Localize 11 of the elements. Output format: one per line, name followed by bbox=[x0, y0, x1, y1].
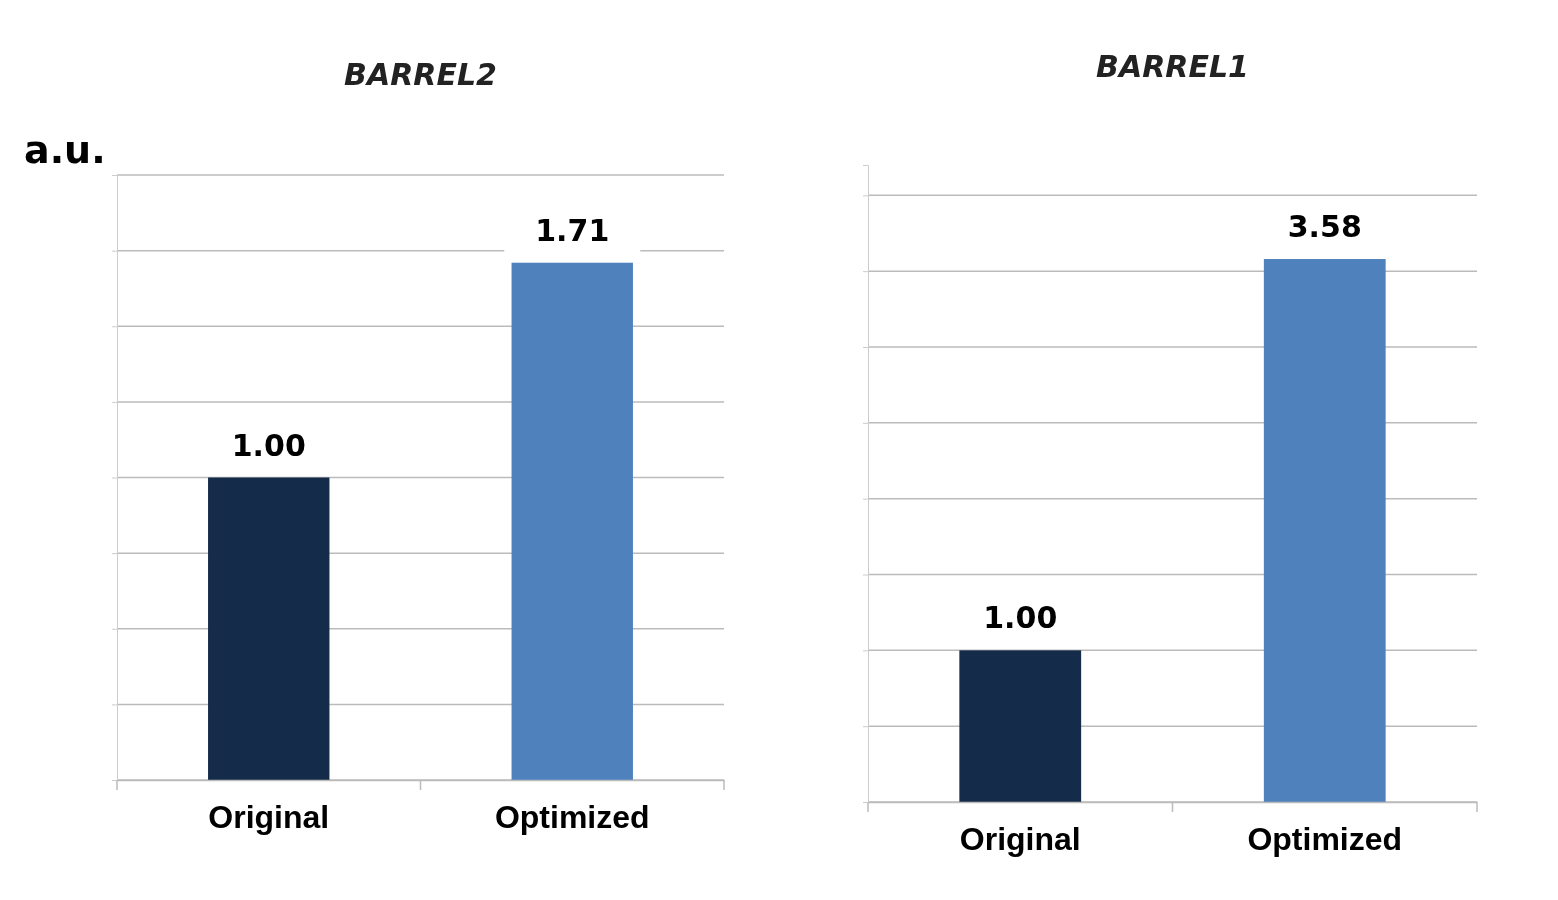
data-label: 1.00 bbox=[983, 600, 1058, 636]
x-tick-label: Original bbox=[959, 820, 1081, 857]
x-tick-label: Optimized bbox=[1247, 820, 1403, 857]
chart-title: BARREL1 bbox=[1096, 49, 1249, 84]
y-axis-title: a.u. bbox=[24, 128, 106, 172]
x-tick-label: Original bbox=[208, 798, 330, 835]
data-label: 1.71 bbox=[535, 212, 610, 248]
data-label: 3.58 bbox=[1287, 209, 1362, 245]
data-label: 1.00 bbox=[231, 427, 306, 463]
x-tick-label: Optimized bbox=[494, 798, 650, 835]
chart-title: BARREL2 bbox=[344, 57, 497, 92]
